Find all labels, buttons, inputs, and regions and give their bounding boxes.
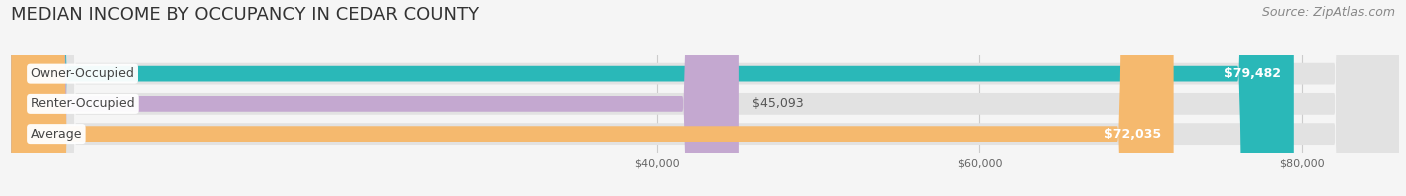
Text: MEDIAN INCOME BY OCCUPANCY IN CEDAR COUNTY: MEDIAN INCOME BY OCCUPANCY IN CEDAR COUN… <box>11 6 479 24</box>
Text: $79,482: $79,482 <box>1223 67 1281 80</box>
Text: Renter-Occupied: Renter-Occupied <box>31 97 135 110</box>
Text: $72,035: $72,035 <box>1104 128 1161 141</box>
Text: Owner-Occupied: Owner-Occupied <box>31 67 135 80</box>
Text: $45,093: $45,093 <box>752 97 803 110</box>
FancyBboxPatch shape <box>11 0 1399 196</box>
FancyBboxPatch shape <box>11 0 1399 196</box>
FancyBboxPatch shape <box>11 0 1174 196</box>
Text: Average: Average <box>31 128 82 141</box>
FancyBboxPatch shape <box>11 0 1294 196</box>
FancyBboxPatch shape <box>11 0 740 196</box>
Text: Source: ZipAtlas.com: Source: ZipAtlas.com <box>1261 6 1395 19</box>
FancyBboxPatch shape <box>11 0 1399 196</box>
